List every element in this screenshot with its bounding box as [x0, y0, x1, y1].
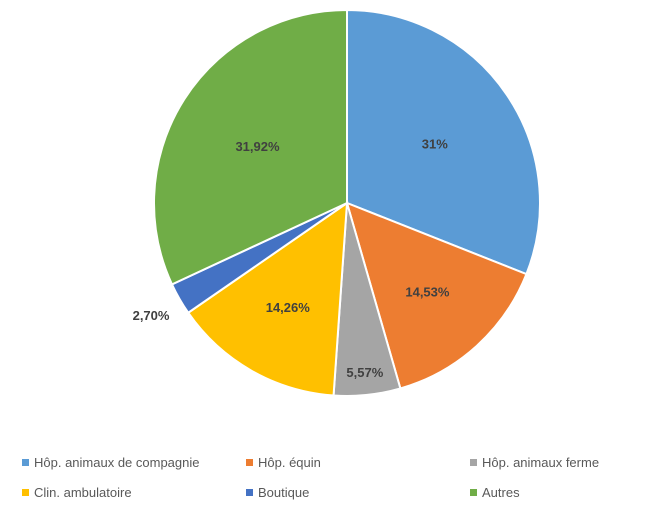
- legend-label: Clin. ambulatoire: [34, 485, 132, 500]
- pie-slice-hop-animaux-compagnie: [346, 8, 541, 276]
- pie-data-labels: 31% 14,53% 5,57% 14,26% 2,70% 31,92%: [133, 136, 450, 380]
- data-label-hop-animaux-compagnie: 31%: [422, 136, 448, 151]
- legend-swatch: [22, 459, 29, 466]
- data-label-hop-animaux-ferme: 5,57%: [346, 365, 383, 380]
- legend-item-hop-equin: Hôp. équin: [246, 455, 321, 470]
- legend-label: Hôp. animaux ferme: [482, 455, 600, 470]
- pie-slices: [153, 8, 541, 397]
- legend-swatch: [470, 489, 477, 496]
- legend-item-autres: Autres: [470, 485, 520, 500]
- legend-swatch: [470, 459, 477, 466]
- legend-item-hop-animaux-compagnie: Hôp. animaux de compagnie: [22, 455, 200, 470]
- legend-label: Hôp. équin: [258, 455, 321, 470]
- pie-slice-autres: [153, 8, 348, 286]
- chart-legend: Hôp. animaux de compagnie Hôp. équin Hôp…: [0, 448, 647, 515]
- data-label-boutique: 2,70%: [133, 308, 170, 323]
- legend-label: Boutique: [258, 485, 310, 500]
- pie-slice-hop-equin: [345, 201, 528, 390]
- pie-chart: 31% 14,53% 5,57% 14,26% 2,70% 31,92%: [133, 8, 541, 397]
- legend-item-clin-ambulatoire: Clin. ambulatoire: [22, 485, 132, 500]
- legend-label: Autres: [482, 485, 520, 500]
- data-label-hop-equin: 14,53%: [405, 285, 450, 300]
- legend-swatch: [22, 489, 29, 496]
- legend-item-boutique: Boutique: [246, 485, 309, 500]
- data-label-autres: 31,92%: [235, 139, 280, 154]
- legend-swatch: [246, 459, 253, 466]
- pie-slice-clin-ambulatoire: [186, 200, 349, 397]
- legend-swatch: [246, 489, 253, 496]
- data-label-clin-ambulatoire: 14,26%: [266, 300, 311, 315]
- legend-item-hop-animaux-ferme: Hôp. animaux ferme: [470, 455, 599, 470]
- legend-label: Hôp. animaux de compagnie: [34, 455, 200, 470]
